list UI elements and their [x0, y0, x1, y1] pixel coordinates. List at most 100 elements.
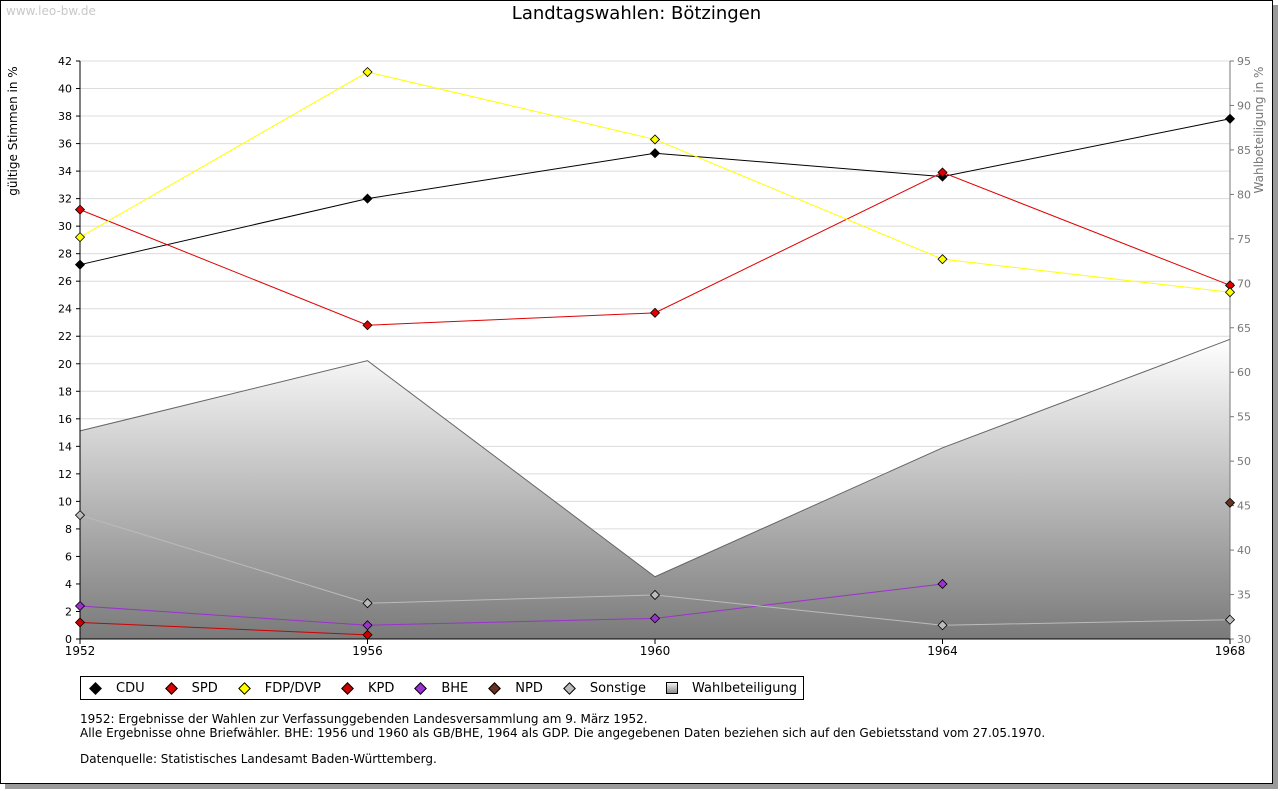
data-point-spd	[362, 320, 373, 331]
y-tick-label: 24	[58, 303, 72, 316]
data-point-kpd	[362, 629, 373, 640]
y2-tick-label: 80	[1237, 188, 1251, 201]
turnout-line	[79, 338, 1231, 578]
y-axis-label: gültige Stimmen in %	[6, 66, 20, 195]
data-point-kpd	[74, 617, 86, 628]
y-tick-label: 32	[58, 193, 72, 206]
y-tick-label: 16	[58, 413, 72, 426]
y-tick-label: 12	[58, 468, 72, 481]
data-point-sonstige	[74, 510, 86, 521]
data-point-cdu	[74, 259, 86, 270]
watermark: www.leo-bw.de	[6, 4, 96, 18]
legend-marker-icon	[488, 681, 502, 695]
y-tick-label: 20	[58, 358, 72, 371]
legend-item-bhe: BHE	[414, 681, 468, 696]
data-point-spd	[74, 204, 86, 215]
data-point-cdu	[649, 148, 661, 159]
y-tick-label: 28	[58, 248, 72, 261]
turnout-area	[80, 339, 1230, 639]
y-tick-label: 14	[58, 440, 72, 453]
data-point-spd	[937, 167, 948, 178]
y-tick-label: 6	[65, 550, 72, 563]
data-point-bhe	[649, 613, 661, 624]
y2-tick-label: 70	[1237, 277, 1251, 290]
x-tick-label: 1952	[65, 644, 96, 658]
x-tick-label: 1968	[1215, 644, 1246, 658]
data-point-cdu	[362, 193, 373, 204]
x-tick-label: 1964	[927, 644, 958, 658]
legend-item-npd: NPD	[488, 681, 543, 696]
legend-item-sonstige: Sonstige	[562, 680, 647, 696]
chart-plot: 0246810121416182022242628303234363840423…	[6, 55, 1266, 658]
y2-tick-label: 35	[1237, 589, 1251, 602]
legend: CDU SPD FDP/DVP KPD BHE NPD Sonstige Wahlbeteil…	[80, 676, 805, 700]
y-tick-label: 26	[58, 275, 72, 288]
data-point-sonstige	[937, 620, 948, 631]
y2-tick-label: 85	[1237, 144, 1251, 157]
legend-label: KPD	[367, 680, 395, 696]
series-line-spd	[79, 171, 1231, 326]
y-tick-label: 40	[58, 83, 72, 96]
legend-marker-icon	[414, 681, 428, 695]
data-point-sonstige	[649, 589, 661, 601]
y2-tick-label: 50	[1237, 455, 1251, 468]
y-tick-label: 10	[58, 495, 72, 508]
legend-marker-icon	[562, 681, 576, 695]
x-tick-label: 1956	[352, 644, 383, 658]
legend-marker-icon	[89, 681, 102, 695]
legend-item-wahlbeteiligung: Wahlbeteiligung	[666, 681, 797, 696]
legend-label: Wahlbeteiligung	[692, 680, 798, 696]
y-tick-label: 30	[58, 220, 72, 233]
y2-axis-label: Wahlbeteiligung in %	[1252, 67, 1266, 194]
x-tick-label: 1960	[640, 644, 671, 658]
legend-item-spd: SPD	[164, 680, 218, 696]
legend-label: FDP/DVP	[264, 680, 321, 696]
legend-marker-icon	[341, 681, 354, 695]
data-point-fdp-dvp	[1224, 287, 1236, 298]
y2-tick-label: 65	[1237, 322, 1251, 335]
data-point-cdu	[1224, 113, 1236, 124]
y2-tick-label: 45	[1237, 500, 1251, 513]
legend-marker-icon	[237, 681, 251, 695]
y-tick-label: 0	[65, 633, 72, 646]
data-point-sonstige	[362, 598, 373, 609]
y-tick-label: 36	[58, 138, 72, 151]
data-point-bhe	[937, 578, 948, 590]
chart-title: Landtagswahlen: Bötzingen	[511, 3, 762, 24]
legend-label: NPD	[515, 680, 543, 696]
y-tick-label: 4	[65, 578, 72, 591]
y-tick-label: 38	[58, 110, 72, 123]
note-line-2: Alle Ergebnisse ohne Briefwähler. BHE: 1…	[80, 726, 1046, 740]
data-point-fdp-dvp	[362, 66, 373, 78]
legend-label: SPD	[191, 680, 218, 696]
series-line-fdp-dvp	[79, 71, 1231, 293]
data-point-fdp-dvp	[74, 232, 86, 243]
note-source: Datenquelle: Statistisches Landesamt Bad…	[80, 752, 437, 766]
data-point-sonstige	[1224, 614, 1236, 625]
y-tick-label: 34	[58, 165, 72, 178]
legend-label: BHE	[441, 680, 469, 696]
legend-item-cdu: CDU	[89, 681, 145, 696]
y-tick-label: 22	[58, 330, 72, 343]
legend-label: CDU	[116, 680, 145, 696]
data-point-bhe	[362, 620, 373, 631]
data-point-bhe	[74, 600, 86, 612]
y2-tick-label: 90	[1237, 99, 1251, 112]
data-point-spd	[649, 307, 661, 318]
y2-tick-label: 60	[1237, 366, 1251, 379]
data-point-fdp-dvp	[649, 134, 661, 145]
data-point-fdp-dvp	[937, 254, 948, 265]
note-line-1: 1952: Ergebnisse der Wahlen zur Verfassu…	[80, 712, 648, 726]
notes: 1952: Ergebnisse der Wahlen zur Verfassu…	[80, 712, 1045, 766]
y-tick-label: 2	[65, 605, 72, 618]
y2-tick-label: 55	[1237, 411, 1251, 424]
y2-tick-label: 40	[1237, 544, 1251, 557]
legend-label: Sonstige	[589, 680, 647, 696]
y2-tick-label: 30	[1237, 633, 1251, 646]
data-point-npd	[1224, 497, 1236, 508]
legend-item-kpd: KPD	[341, 681, 394, 696]
y-tick-label: 8	[65, 523, 72, 536]
legend-item-fdp-dvp: FDP/DVP	[237, 680, 321, 696]
legend-area-icon	[666, 682, 679, 694]
